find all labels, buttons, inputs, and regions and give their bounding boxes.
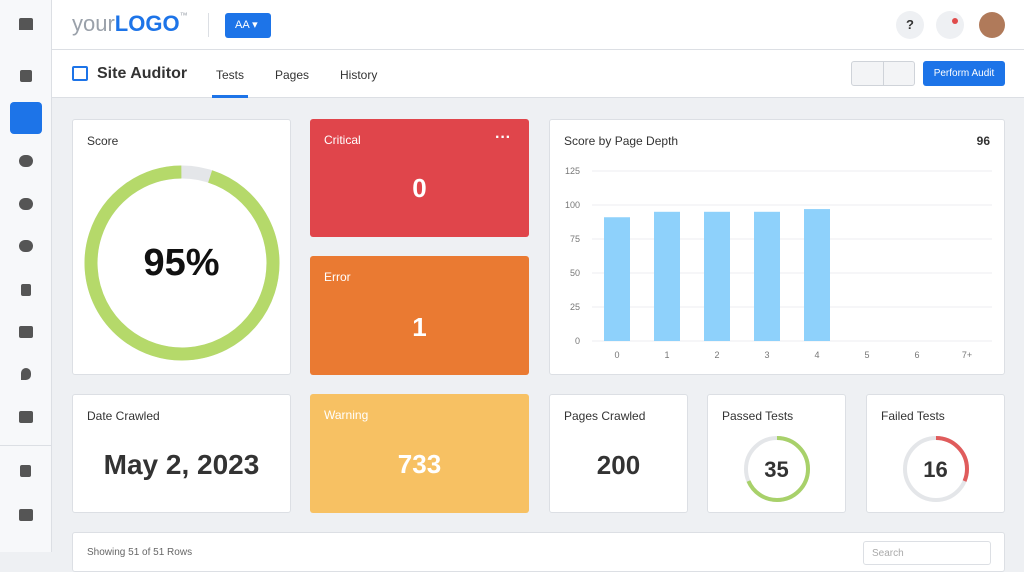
account-dropdown[interactable]: AA ▾	[225, 13, 271, 38]
divider	[0, 445, 52, 446]
chat-icon[interactable]	[19, 198, 33, 210]
bar	[654, 211, 680, 341]
search-nav[interactable]	[10, 102, 42, 134]
header: yourLOGO™ AA ▾ ?	[52, 0, 1024, 50]
ring-arc	[903, 436, 969, 502]
bar	[704, 211, 730, 341]
phone-icon[interactable]	[21, 284, 31, 296]
more-menu[interactable]: ···	[495, 129, 511, 146]
warning-card: Warning 733	[310, 394, 529, 513]
notifications-button[interactable]	[936, 11, 964, 39]
x-tick-label: 5	[864, 350, 869, 360]
failed-card: Failed Tests 16	[866, 394, 1005, 513]
chart: 0 25 50 75 100 125 0 1 2 3 4 5 6 7+	[565, 166, 992, 360]
card-label: Failed Tests	[881, 409, 945, 423]
card-label: Pages Crawled	[564, 409, 646, 423]
bar	[754, 211, 780, 341]
auditor-icon	[72, 66, 88, 81]
failed-value: 16	[923, 457, 948, 482]
score-value: 95%	[143, 242, 220, 284]
mail-icon[interactable]	[19, 326, 33, 338]
tab[interactable]: History	[340, 68, 378, 82]
account-text: AA	[235, 19, 250, 31]
cart-icon[interactable]	[19, 411, 33, 423]
failed-ring	[903, 436, 969, 502]
ring-arc	[744, 436, 810, 502]
score-donut	[84, 165, 280, 361]
perform-audit-button[interactable]: Perform Audit	[923, 61, 1005, 86]
depth-chart-card: Score by Page Depth 96 0 25 50 75 100 125 0 1 2 3…	[549, 119, 1005, 375]
error-card: Error 1	[310, 256, 529, 375]
toolbar: Site Auditor Tests Pages History Perform A…	[52, 50, 1024, 98]
x-tick-label: 2	[714, 350, 719, 360]
date-card: Date Crawled May 2, 2023	[72, 394, 291, 513]
help-button[interactable]: ?	[896, 11, 924, 39]
x-tick-label: 4	[814, 350, 819, 360]
passed-ring	[744, 436, 810, 502]
logo[interactable]: yourLOGO™	[72, 11, 188, 37]
table-summary: Showing 51 of 51 Rows	[87, 547, 193, 558]
passed-value: 35	[764, 457, 789, 482]
error-value: 1	[412, 312, 427, 342]
tab[interactable]: Tests	[212, 50, 249, 98]
x-tick-label: 0	[614, 350, 619, 360]
score-card: Score 95%	[72, 119, 291, 375]
date-value: May 2, 2023	[103, 449, 260, 480]
card-label: Critical	[324, 133, 361, 147]
y-tick-label: 100	[565, 200, 580, 210]
support-icon[interactable]	[19, 240, 33, 252]
y-tick-label: 125	[565, 166, 580, 176]
logo-text: your	[72, 11, 115, 36]
pages-value: 200	[596, 450, 641, 480]
y-tick-label: 50	[570, 268, 580, 278]
bar	[804, 209, 830, 341]
apps-icon[interactable]	[20, 70, 32, 82]
card-label: Error	[324, 270, 351, 284]
passed-card: Passed Tests 35	[707, 394, 846, 513]
users-icon[interactable]	[19, 509, 33, 521]
x-tick-label: 7+	[962, 350, 972, 360]
logo-tm: ™	[179, 11, 188, 20]
x-tick-label: 3	[764, 350, 769, 360]
y-tick-label: 75	[570, 234, 580, 244]
tab[interactable]: Pages	[275, 68, 310, 82]
x-tick-label: 6	[914, 350, 919, 360]
view-buttons[interactable]	[851, 61, 915, 86]
chart-title: Score by Page Depth	[564, 134, 679, 148]
critical-card: Critical ··· 0	[310, 119, 529, 237]
y-tick-label: 0	[575, 336, 580, 346]
sidebar	[0, 0, 52, 552]
y-tick-label: 25	[570, 302, 580, 312]
card-label: Warning	[324, 408, 369, 422]
bar	[604, 217, 630, 341]
logo-bold: LOGO	[114, 11, 180, 36]
card-label: Passed Tests	[722, 409, 794, 423]
search-input[interactable]: Search	[863, 541, 991, 565]
home-icon[interactable]	[19, 18, 33, 30]
chart-icon[interactable]	[19, 155, 33, 167]
table-card: Showing 51 of 51 Rows Search	[72, 532, 1005, 572]
chart-total: 96	[976, 134, 990, 148]
card-label: Date Crawled	[87, 409, 160, 423]
critical-value: 0	[412, 173, 427, 203]
divider	[208, 13, 209, 37]
pages-card: Pages Crawled 200	[549, 394, 688, 513]
warning-value: 733	[397, 449, 442, 479]
card-label: Score	[87, 134, 119, 148]
x-tick-label: 1	[664, 350, 669, 360]
report-icon[interactable]	[20, 465, 31, 477]
location-icon[interactable]	[21, 368, 31, 380]
avatar[interactable]	[979, 12, 1005, 38]
page-title: Site Auditor	[97, 65, 188, 82]
donut-arc	[84, 165, 280, 361]
